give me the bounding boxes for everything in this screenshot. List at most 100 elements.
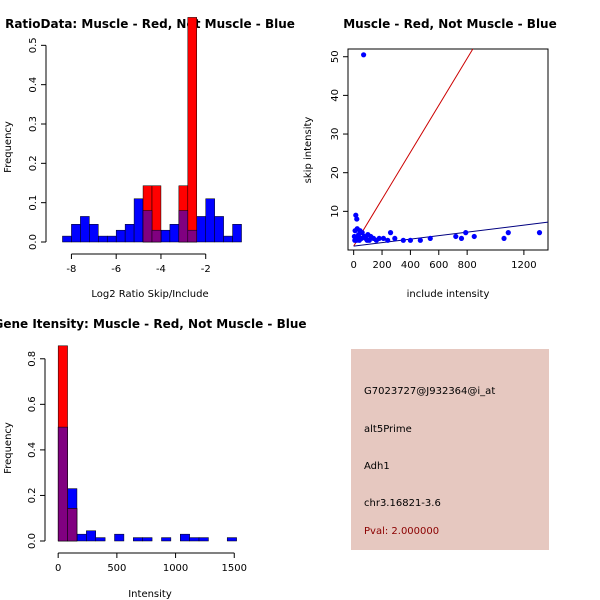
- y-tick-label: 0.6: [27, 396, 38, 412]
- ratio-hist-axes: -8 -6 -4 -2 0.0 0.1 0.2 0.3 0.4 0.5: [28, 37, 211, 275]
- not-muscle-bar: [205, 198, 215, 243]
- overlap-bar: [67, 508, 78, 542]
- ratio-histogram-panel: RatioData: Muscle - Red, Not Muscle - Bl…: [3, 17, 295, 300]
- event-type: alt5Prime: [364, 424, 412, 435]
- red-line: [353, 48, 474, 247]
- x-tick-label: 500: [107, 563, 126, 574]
- not-muscle-bar: [169, 224, 180, 243]
- scatter-point: [392, 235, 398, 242]
- not-muscle-bar: [214, 216, 224, 243]
- not-muscle-bar: [62, 235, 72, 243]
- scatter-plot-box: [347, 48, 549, 251]
- x-tick-label: 0: [55, 563, 61, 574]
- x-tick-label: 1000: [163, 563, 188, 574]
- scatter-point: [387, 230, 394, 236]
- x-tick-label: 800: [458, 260, 477, 271]
- y-tick-label: 20: [330, 166, 341, 179]
- x-tick-label: 200: [372, 260, 391, 271]
- scatter-point: [385, 237, 391, 243]
- not-muscle-bar: [133, 198, 144, 243]
- ratio-hist-title: RatioData: Muscle - Red, Not Muscle - Bl…: [5, 17, 295, 31]
- not-muscle-bar: [226, 537, 237, 542]
- x-tick-label: 1200: [511, 260, 536, 271]
- overlap-bar: [57, 426, 68, 542]
- scatter-xlabel: include intensity: [407, 289, 490, 300]
- scatter-point: [400, 237, 406, 243]
- not-muscle-bar: [115, 229, 126, 243]
- not-muscle-bar: [89, 224, 99, 243]
- scatter-ylabel: skip intensity: [303, 117, 314, 184]
- scatter-point: [365, 231, 371, 238]
- x-tick-label: 600: [429, 260, 448, 271]
- not-muscle-bar: [198, 537, 209, 542]
- not-muscle-bar: [124, 224, 135, 243]
- muscle-bar: [187, 17, 198, 243]
- scatter-title: Muscle - Red, Not Muscle - Blue: [343, 17, 557, 31]
- overlap-bar: [178, 210, 189, 243]
- not-muscle-bar: [98, 235, 108, 243]
- overlap-bar: [187, 229, 198, 243]
- x-tick-label: 1500: [222, 563, 247, 574]
- scatter-panel: Muscle - Red, Not Muscle - Blue 0 200 400 6…: [303, 17, 557, 300]
- scatter-point: [351, 233, 357, 240]
- not-muscle-bar: [114, 533, 125, 542]
- y-tick-label: 0.5: [28, 37, 39, 53]
- not-muscle-bar: [180, 533, 190, 542]
- not-muscle-bar: [160, 229, 171, 243]
- intensity-hist-bars: [57, 345, 237, 542]
- scatter-point: [380, 235, 387, 242]
- not-muscle-bar: [71, 224, 81, 243]
- gene-name: Adh1: [364, 461, 390, 472]
- y-tick-label: 0.2: [27, 487, 38, 503]
- not-muscle-bar: [80, 216, 90, 243]
- not-muscle-bar: [196, 216, 206, 243]
- ratio-hist-xlabel: Log2 Ratio Skip/Include: [91, 289, 208, 300]
- ratio-hist-bars: [62, 17, 242, 243]
- scatter-point: [501, 235, 507, 242]
- probe-id: G7023727@J932364@i_at: [364, 386, 496, 397]
- y-tick-label: 0.4: [27, 442, 38, 458]
- scatter-point: [376, 235, 382, 242]
- x-tick-label: 400: [401, 260, 420, 271]
- not-muscle-bar: [76, 533, 87, 542]
- intensity-hist-ylabel: Frequency: [3, 422, 14, 474]
- y-tick-label: 40: [330, 89, 341, 102]
- y-tick-label: 0.1: [28, 195, 39, 211]
- not-muscle-bar: [189, 537, 200, 542]
- x-tick-label: -6: [111, 264, 121, 275]
- x-tick-label: -8: [66, 264, 76, 275]
- y-tick-label: 0.8: [27, 351, 38, 367]
- x-tick-label: 0: [350, 260, 356, 271]
- scatter-point: [427, 235, 433, 242]
- scatter-point: [471, 233, 477, 240]
- intensity-hist-axes: 0 500 1000 1500 0.0 0.2 0.4 0.6 0.8: [27, 351, 247, 574]
- not-muscle-bar: [95, 537, 106, 542]
- overlap-bar: [142, 210, 153, 243]
- scatter-point: [407, 237, 414, 243]
- y-tick-label: 0.3: [28, 116, 39, 132]
- not-muscle-bar: [161, 537, 172, 542]
- not-muscle-bar: [106, 235, 117, 243]
- y-tick-label: 0.2: [28, 155, 39, 171]
- scatter-point: [536, 230, 543, 236]
- y-tick-label: 10: [330, 205, 341, 218]
- y-tick-label: 50: [330, 50, 341, 63]
- scatter-axes: 0 200 400 600 800 1200 10 20 30 40 50: [330, 50, 537, 271]
- scatter-fit-lines: [353, 48, 549, 247]
- y-tick-label: 0.0: [28, 234, 39, 250]
- scatter-point: [458, 235, 465, 242]
- scatter-point: [417, 237, 423, 243]
- pval-text: Pval: 2.000000: [364, 526, 440, 537]
- intensity-hist-title: Gene Itensity: Muscle - Red, Not Muscle …: [0, 317, 307, 331]
- overlap-bar: [151, 229, 162, 243]
- not-muscle-bar: [223, 235, 233, 243]
- y-tick-label: 30: [330, 128, 341, 141]
- scatter-points: [351, 52, 543, 243]
- ratio-hist-ylabel: Frequency: [3, 121, 14, 173]
- blue-line: [353, 221, 549, 247]
- y-tick-label: 0.4: [28, 77, 39, 93]
- not-muscle-bar: [142, 537, 153, 542]
- not-muscle-bar: [86, 530, 96, 542]
- scatter-point: [463, 230, 469, 236]
